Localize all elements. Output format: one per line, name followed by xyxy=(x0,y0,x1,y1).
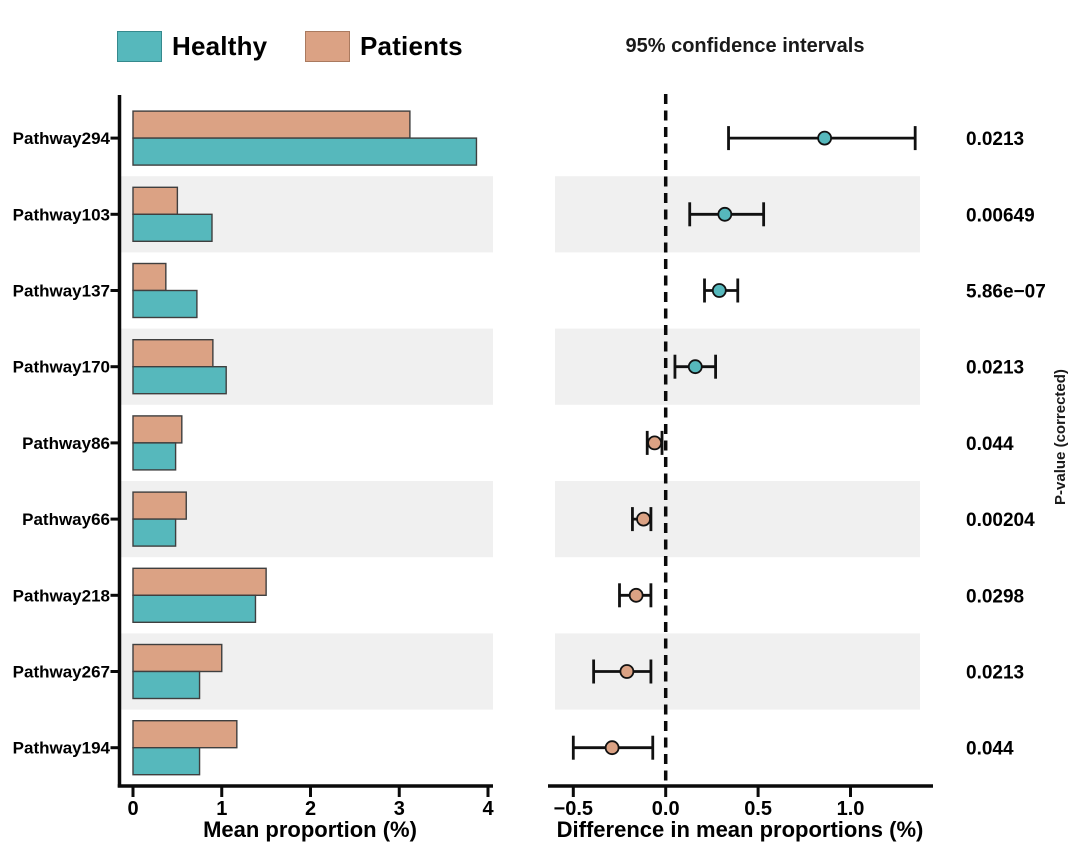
bar-healthy-Pathway170 xyxy=(132,366,227,395)
left-y-axis-spine xyxy=(117,95,122,788)
p-value-Pathway86: 0.044 xyxy=(966,434,1014,455)
bar-patients-Pathway194 xyxy=(132,720,238,749)
confidence-interval-title: 95% confidence intervals xyxy=(625,35,865,57)
category-label-Pathway103: Pathway103 xyxy=(13,205,110,224)
left-x-axis-line xyxy=(117,784,493,788)
left-x-tick-label: 2 xyxy=(305,798,316,820)
bar-patients-Pathway218 xyxy=(132,567,267,596)
patients-swatch xyxy=(305,30,350,62)
right-x-axis-title: Difference in mean proportions (%) xyxy=(557,817,924,842)
ci-dot-Pathway194 xyxy=(604,740,620,756)
legend-item-patients: Patients xyxy=(305,29,463,63)
right-x-axis-line xyxy=(548,784,933,788)
bar-healthy-Pathway218 xyxy=(132,594,257,623)
ci-dot-Pathway267 xyxy=(619,664,635,679)
legend-label-healthy: Healthy xyxy=(172,30,268,61)
bar-patients-Pathway103 xyxy=(132,186,179,216)
p-value-Pathway137: 5.86e−07 xyxy=(966,282,1046,303)
chart-dynamic-layer: 0 1 2 3 4 −0.5 0.0 0.5 1.0 Pathway294 0.0213 Pathwa… xyxy=(13,94,1046,820)
bar-patients-Pathway86 xyxy=(132,415,183,444)
left-x-axis-title: Mean proportion (%) xyxy=(203,817,417,842)
right-x-tick-label: 0.5 xyxy=(744,798,772,820)
category-label-Pathway170: Pathway170 xyxy=(13,358,110,377)
bar-healthy-Pathway103 xyxy=(132,213,213,243)
bar-patients-Pathway267 xyxy=(132,643,223,673)
category-label-Pathway218: Pathway218 xyxy=(13,586,110,605)
right-x-tick-label: −0.5 xyxy=(554,798,593,820)
row-band-right xyxy=(555,481,920,558)
right-x-tick-label: 1.0 xyxy=(837,798,865,820)
bar-healthy-Pathway267 xyxy=(132,670,201,700)
ci-dot-Pathway218 xyxy=(628,587,644,603)
ci-dot-Pathway137 xyxy=(711,283,727,298)
ci-dot-Pathway103 xyxy=(717,206,733,222)
category-label-Pathway294: Pathway294 xyxy=(13,129,111,148)
healthy-swatch xyxy=(117,30,162,62)
right-x-tick-label: 0.0 xyxy=(652,798,680,820)
ci-dot-Pathway294 xyxy=(817,130,833,146)
p-value-Pathway66: 0.00204 xyxy=(966,510,1035,531)
p-value-Pathway194: 0.044 xyxy=(966,739,1014,760)
legend-item-healthy: Healthy xyxy=(117,29,267,63)
category-label-Pathway66: Pathway66 xyxy=(22,510,110,529)
ci-dot-Pathway66 xyxy=(636,511,651,527)
left-x-tick-label: 0 xyxy=(127,798,138,820)
p-value-Pathway103: 0.00649 xyxy=(966,205,1035,226)
bar-patients-Pathway137 xyxy=(132,262,167,292)
legend-label-patients: Patients xyxy=(360,30,463,61)
bar-healthy-Pathway294 xyxy=(132,137,478,166)
p-value-Pathway218: 0.0298 xyxy=(966,586,1024,607)
left-x-tick-label: 1 xyxy=(216,798,227,820)
p-value-Pathway267: 0.0213 xyxy=(966,663,1024,684)
ci-dot-Pathway86 xyxy=(647,435,663,451)
left-x-tick-label: 3 xyxy=(394,798,405,820)
row-band-right xyxy=(555,328,920,405)
bar-healthy-Pathway86 xyxy=(132,442,177,471)
bar-healthy-Pathway137 xyxy=(132,289,198,319)
ci-dot-Pathway170 xyxy=(687,359,703,375)
bar-patients-Pathway66 xyxy=(132,491,187,520)
category-label-Pathway86: Pathway86 xyxy=(22,434,110,453)
p-value-Pathway294: 0.0213 xyxy=(966,129,1024,150)
bar-patients-Pathway170 xyxy=(132,339,214,368)
bar-healthy-Pathway66 xyxy=(132,518,177,547)
category-label-Pathway194: Pathway194 xyxy=(13,739,111,758)
p-value-Pathway170: 0.0213 xyxy=(966,358,1024,379)
p-value-axis-label: P-value (corrected) xyxy=(1052,369,1069,505)
bar-patients-Pathway294 xyxy=(132,110,411,139)
bar-healthy-Pathway194 xyxy=(132,747,201,776)
category-label-Pathway267: Pathway267 xyxy=(13,663,110,682)
category-label-Pathway137: Pathway137 xyxy=(13,282,110,301)
left-x-tick-label: 4 xyxy=(482,798,494,820)
